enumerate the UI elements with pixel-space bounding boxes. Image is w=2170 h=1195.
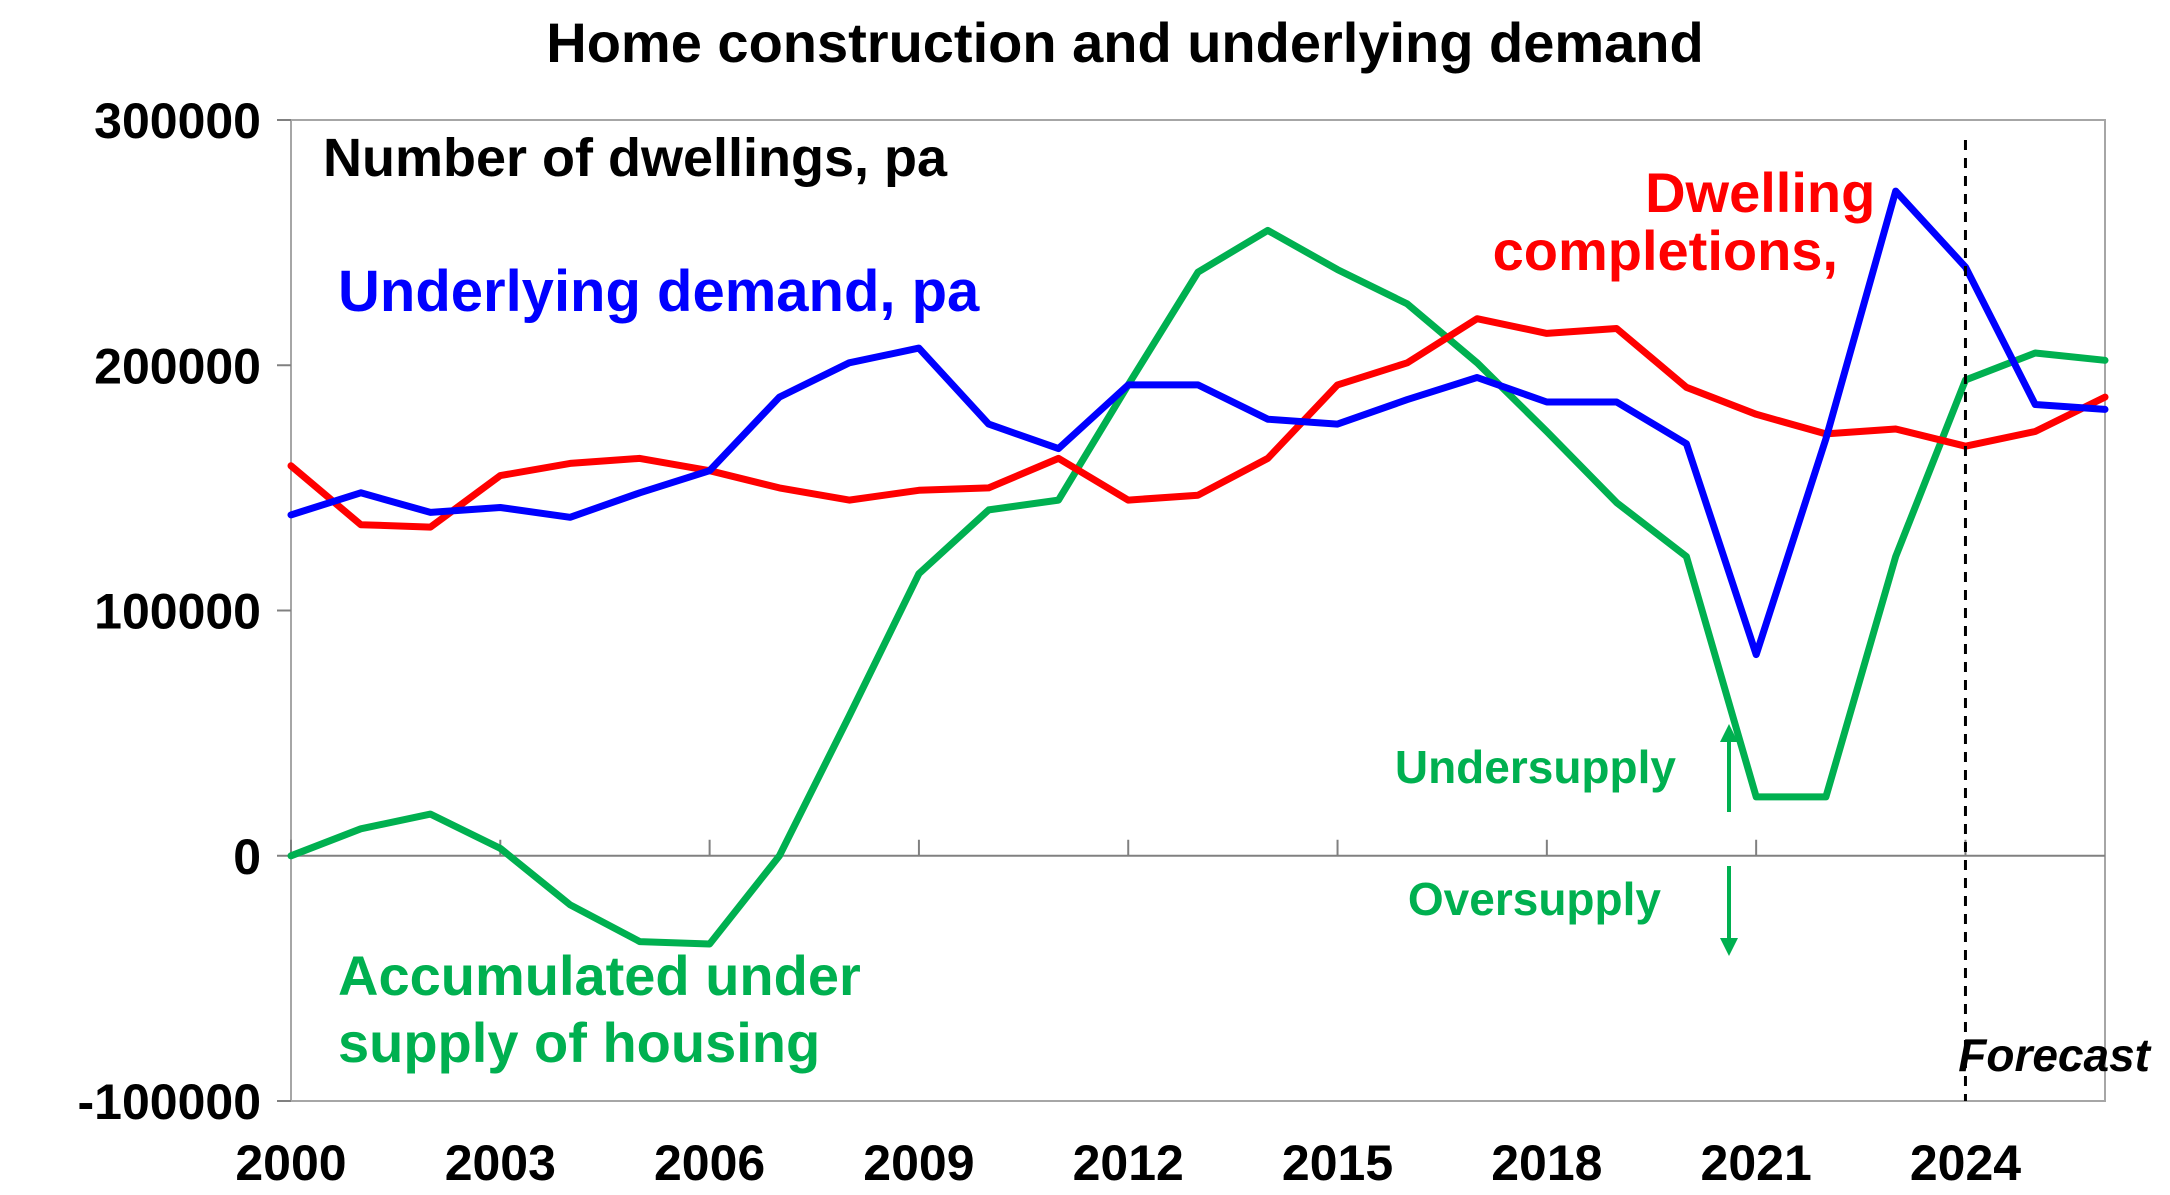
legend-underlying-demand: Underlying demand, pa	[338, 259, 980, 324]
legend-dwelling-completions-line1: Dwelling	[1645, 161, 1875, 224]
x-tick-label: 2021	[1701, 1135, 1812, 1191]
legend-dwelling-completions-line2: completions,	[1493, 219, 1838, 282]
undersupply-arrow	[1720, 724, 1738, 812]
y-tick-label: 200000	[94, 338, 261, 394]
undersupply-label: Undersupply	[1395, 741, 1677, 793]
y-tick-label: 100000	[94, 584, 261, 640]
x-tick-label: 2009	[863, 1135, 974, 1191]
x-tick-label: 2006	[654, 1135, 765, 1191]
x-tick-label: 2003	[445, 1135, 556, 1191]
legend-accumulated-undersupply: Accumulated under supply of housing	[338, 944, 876, 1074]
series-line-dwelling-completions	[287, 315, 2109, 531]
series-layer	[287, 187, 2109, 948]
x-tick-label: 2012	[1073, 1135, 1184, 1191]
legend-accumulated-undersupply-line1: Accumulated under	[338, 944, 861, 1007]
axes: 2000 2003 2006 2009 2012 2015 2018 2021 2024 3000…	[78, 93, 2105, 1191]
x-tick-label: 2015	[1282, 1135, 1393, 1191]
x-tick-label: 2024	[1910, 1135, 2021, 1191]
y-tick-label: 0	[233, 829, 261, 885]
chart-title: Home construction and underlying demand	[546, 11, 1703, 74]
legend-accumulated-undersupply-line2: supply of housing	[338, 1011, 820, 1074]
legend-dwelling-completions: Dwelling completions,	[1493, 161, 1891, 282]
oversupply-label: Oversupply	[1408, 873, 1662, 925]
oversupply-arrow	[1720, 866, 1738, 956]
forecast-label: Forecast	[1958, 1029, 2151, 1081]
y-tick-label: 300000	[94, 93, 261, 149]
series-line-accumulated-undersupply	[287, 226, 2109, 948]
y-tick-label: -100000	[78, 1074, 262, 1130]
y-axis-label: Number of dwellings, pa	[323, 128, 948, 188]
x-tick-label: 2018	[1491, 1135, 1602, 1191]
series-line-underlying-demand	[287, 187, 2109, 659]
x-tick-label: 2000	[235, 1135, 346, 1191]
